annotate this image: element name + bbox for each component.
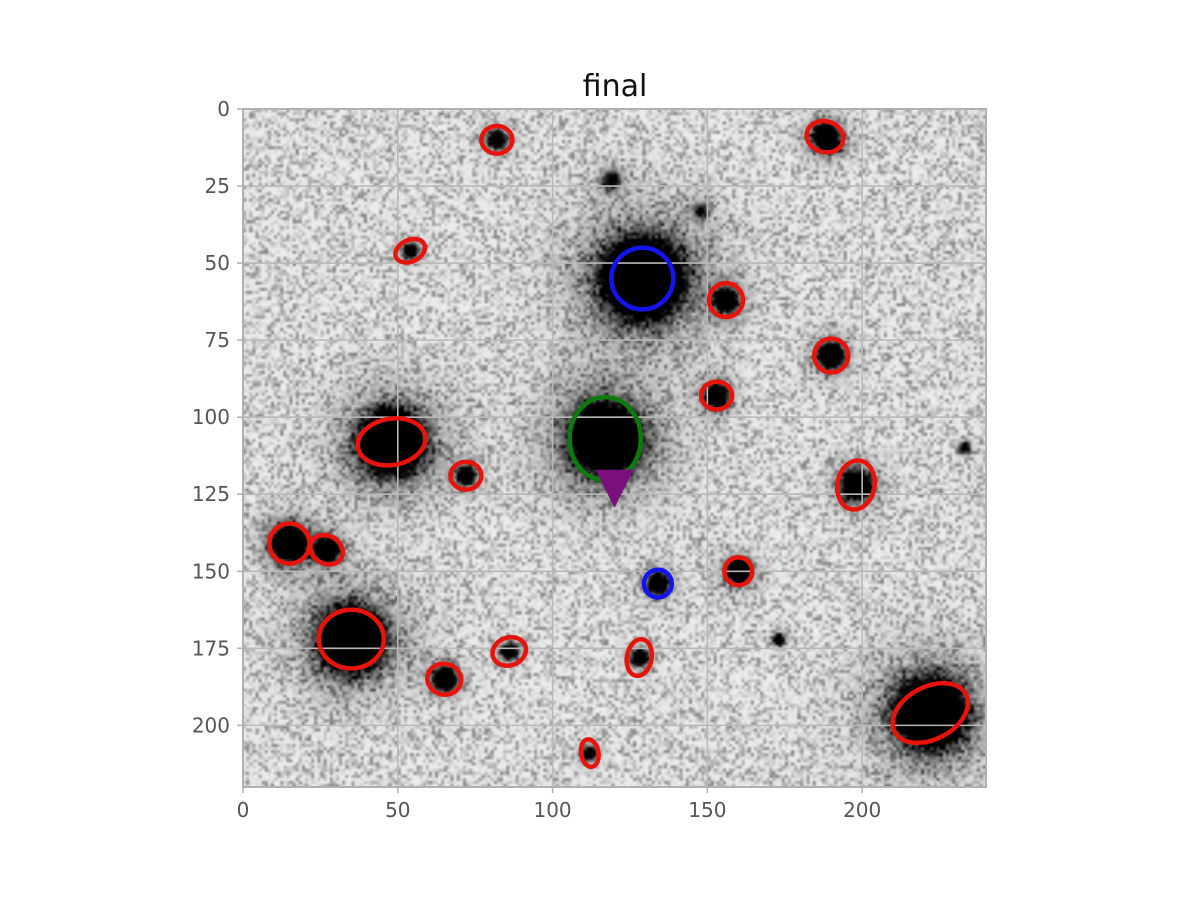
red-aperture-ellipse [624,636,655,679]
red-aperture-ellipse [834,458,878,512]
red-aperture-ellipse [355,416,428,468]
markers [595,469,634,508]
red-aperture-ellipse [425,661,464,697]
red-aperture-ellipse [698,379,735,412]
plot-frame [242,108,987,788]
x-axis: 0 50 100 150 200 [237,787,881,822]
red-aperture-ellipse [448,459,484,492]
plot-area [242,108,987,788]
blue-aperture-ellipse [641,567,675,600]
red-aperture-ellipse [316,607,387,671]
y-tick-label: 75 [205,328,230,352]
red-aperture-ellipse [308,532,346,567]
y-tick-label: 25 [205,174,230,198]
x-tick-label: 200 [843,798,881,822]
red-aperture-ellipse [479,123,515,156]
red-aperture-ellipse [811,336,851,375]
red-aperture-ellipse [393,236,428,265]
x-tick-label: 150 [688,798,726,822]
x-tick-label: 0 [237,798,250,822]
blue-aperture-ellipse [609,245,676,312]
y-tick-label: 125 [192,482,230,506]
y-tick-label: 0 [217,97,230,121]
red-aperture-ellipse [722,555,755,588]
y-tick-label: 150 [192,559,230,583]
red-aperture-ellipse [804,118,846,155]
y-tick-label: 175 [192,636,230,660]
triangle-down-marker [595,469,634,508]
y-axis: 0 25 50 75 100 125 150 175 200 [192,97,243,737]
x-tick-label: 100 [533,798,571,822]
aperture-ellipses [267,118,971,770]
y-tick-label: 50 [205,251,230,275]
sky-image [243,109,986,787]
chart-title: final [583,69,648,104]
x-tick-label: 50 [385,798,410,822]
red-aperture-ellipse [490,634,529,668]
red-aperture-ellipse [890,680,971,746]
y-tick-label: 100 [192,405,230,429]
red-aperture-ellipse [578,737,601,770]
y-tick-label: 200 [192,713,230,737]
red-aperture-ellipse [706,280,746,320]
